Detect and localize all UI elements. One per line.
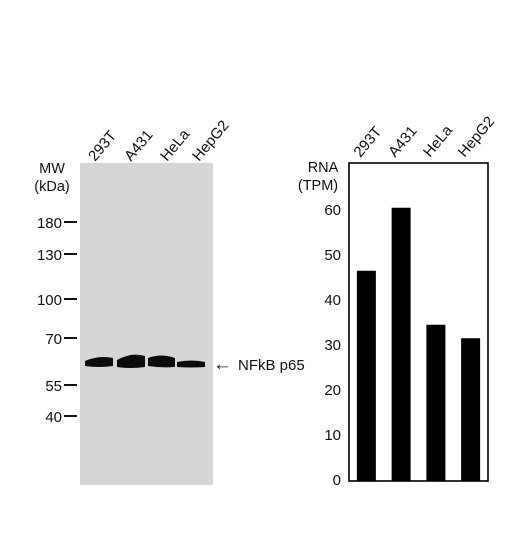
y-tick-label: 50 (324, 247, 341, 264)
bar-HeLa (426, 324, 446, 481)
bar-293T (356, 270, 376, 481)
mw-label: MW (39, 161, 65, 177)
mw-marker-label: 55 (45, 378, 62, 395)
bar-A431 (391, 207, 411, 481)
band-label: NFkB p65 (238, 357, 305, 374)
plot-frame (348, 162, 489, 482)
band-HeLa (148, 355, 175, 368)
y-tick-label: 40 (324, 292, 341, 309)
bars (356, 207, 481, 481)
y-tick-label: 60 (324, 202, 341, 219)
mw-marker-label: 70 (45, 331, 62, 348)
lane-label-A431: A431 (121, 127, 157, 165)
category-label-293T: 293T (350, 123, 385, 160)
blot-bands (85, 354, 205, 368)
mw-marker-100: 100 (37, 292, 77, 309)
mw-marker-130: 130 (37, 247, 77, 264)
blot-membrane (80, 163, 213, 485)
y-axis-title: RNA (308, 160, 339, 176)
mw-marker-label: 180 (37, 215, 62, 232)
mw-marker-label: 130 (37, 247, 62, 264)
mw-marker-40: 40 (45, 409, 77, 426)
mw-marker-55: 55 (45, 378, 77, 395)
lane-label-HepG2: HepG2 (189, 117, 233, 164)
y-tick-label: 0 (333, 472, 341, 489)
category-label-HeLa: HeLa (420, 122, 456, 161)
rna-bar-chart: RNA (TPM) 0 10 20 30 40 50 60 293T A431 HeLaHepG… (298, 113, 498, 489)
category-label-HepG2: HepG2 (455, 113, 499, 160)
bar-HepG2 (461, 338, 481, 481)
mw-marker-180: 180 (37, 215, 77, 232)
mw-marker-label: 40 (45, 409, 62, 426)
y-tick-label: 20 (324, 382, 341, 399)
lane-label-HeLa: HeLa (157, 126, 193, 165)
mw-unit-label: (kDa) (34, 179, 69, 195)
y-axis-ticks: 0 10 20 30 40 50 60 (324, 202, 341, 489)
y-tick-label: 10 (324, 427, 341, 444)
band-arrow-icon: ← (213, 354, 232, 375)
y-axis-unit: (TPM) (298, 178, 338, 194)
mw-marker-label: 100 (37, 292, 62, 309)
band-HepG2 (177, 360, 205, 368)
y-tick-label: 30 (324, 337, 341, 354)
band-A431 (117, 354, 145, 368)
western-blot-panel: 293T A431 HeLa HepG2 MW (kDa) 180 130 10… (34, 117, 305, 485)
lane-label-293T: 293T (85, 127, 120, 164)
mw-marker-70: 70 (45, 331, 77, 348)
category-label-A431: A431 (385, 123, 421, 161)
band-293T (85, 357, 113, 367)
